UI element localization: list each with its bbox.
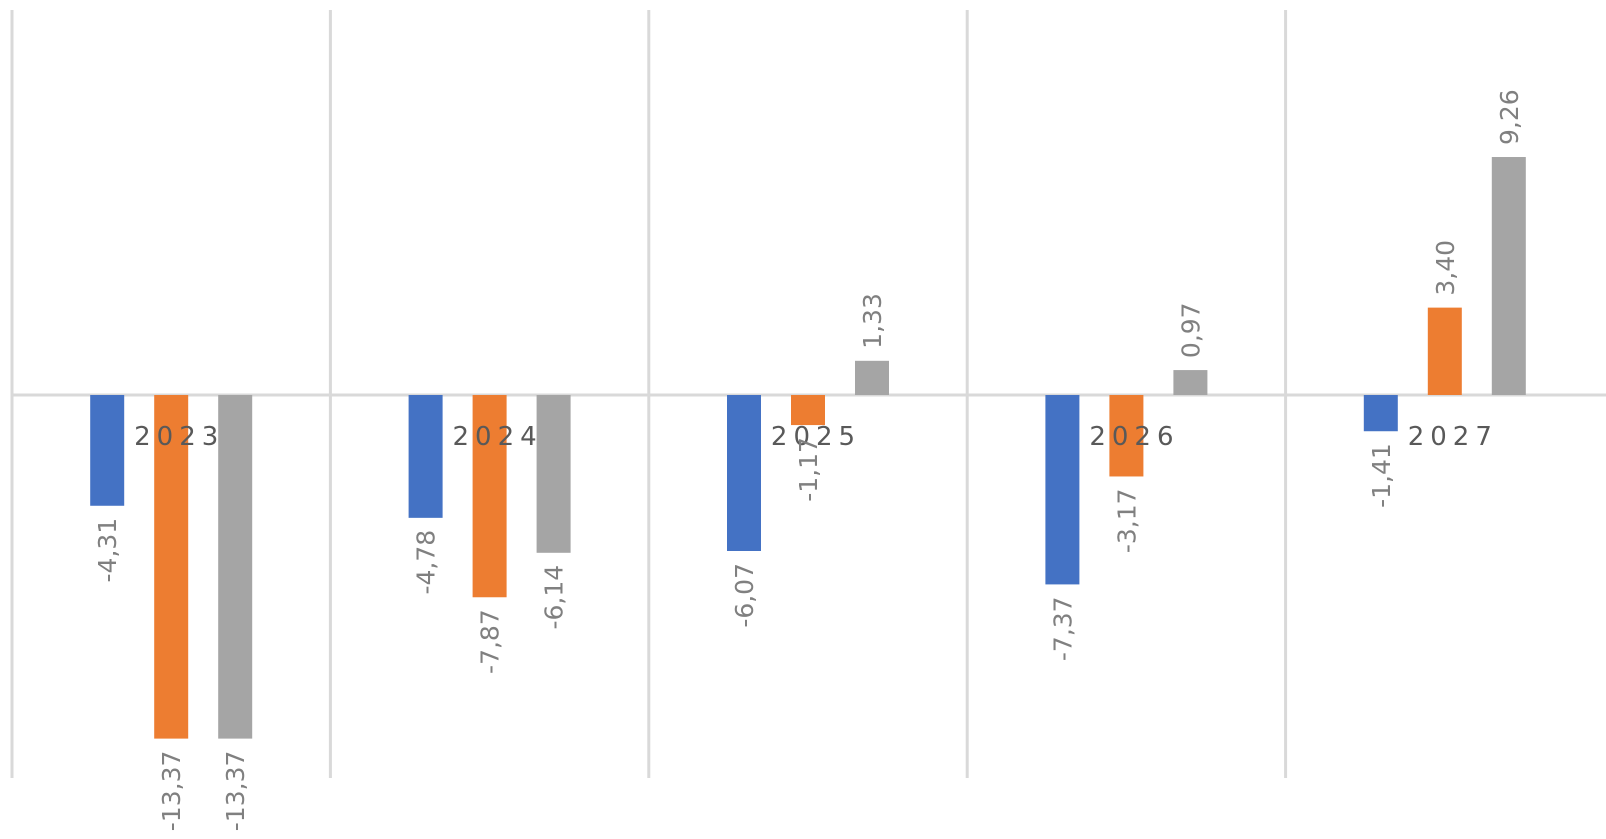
data-label-series-2-2023: -13,37: [157, 751, 186, 832]
bar-series-2-2025: [791, 395, 825, 426]
bar-series-3-2025: [855, 360, 889, 395]
category-label-2023: 2023: [134, 422, 224, 452]
bar-series-1-2023: [90, 395, 125, 506]
data-label-series-3-2023: -13,37: [221, 751, 250, 832]
data-label-series-3-2027: 9,26: [1495, 89, 1524, 145]
data-label-series-2-2026: -3,17: [1112, 488, 1141, 553]
bar-series-2-2026: [1109, 395, 1144, 477]
bar-series-2-2027: [1427, 307, 1462, 395]
data-label-series-3-2025: 1,33: [858, 293, 887, 349]
bar-series-3-2026: [1173, 370, 1208, 395]
data-label-series-2-2027: 3,40: [1431, 240, 1460, 296]
data-label-series-3-2026: 0,97: [1176, 302, 1205, 358]
category-label-2025: 2025: [771, 422, 861, 452]
data-label-series-2-2025: -1,17: [794, 437, 823, 502]
bar-series-2-2024: [472, 395, 507, 598]
data-label-series-3-2024: -6,14: [540, 565, 569, 630]
bar-series-1-2025: [727, 395, 761, 551]
bar-series-1-2024: [408, 395, 443, 518]
data-label-series-1-2027: -1,41: [1367, 443, 1396, 508]
bar-series-1-2027: [1363, 395, 1398, 432]
category-label-2026: 2026: [1089, 422, 1179, 452]
bar-series-3-2024: [536, 395, 571, 553]
category-label-2027: 2027: [1408, 422, 1498, 452]
data-label-series-2-2024: -7,87: [476, 609, 505, 674]
bar-series-3-2027: [1491, 157, 1526, 395]
data-label-series-1-2024: -4,78: [412, 530, 441, 595]
category-label-2024: 2024: [453, 422, 543, 452]
bar-series-2-2023: [154, 395, 189, 739]
data-label-series-1-2026: -7,37: [1048, 596, 1077, 661]
data-label-series-1-2025: -6,07: [730, 563, 759, 628]
bar-series-1-2026: [1045, 395, 1080, 585]
bar-series-3-2023: [218, 395, 253, 739]
data-label-series-1-2023: -4,31: [93, 518, 122, 583]
